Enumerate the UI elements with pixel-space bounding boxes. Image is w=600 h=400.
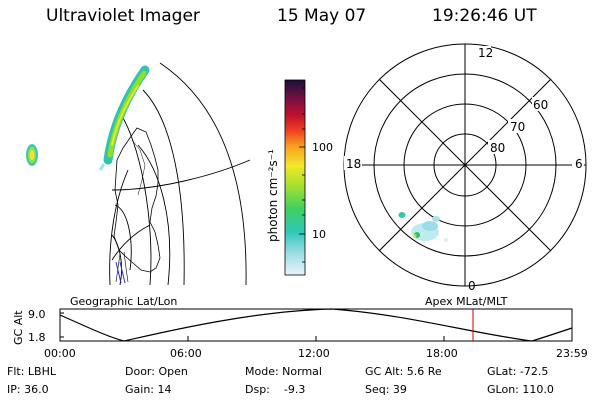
apex-label: Apex MLat/MLT bbox=[425, 295, 508, 308]
colorbar-ticks bbox=[299, 87, 305, 263]
date-label: 15 May 07 bbox=[277, 6, 367, 26]
altitude-plot bbox=[59, 308, 573, 342]
info-flt: Flt: LBHL bbox=[7, 365, 56, 378]
x-tick-1800: 18:00 bbox=[426, 347, 458, 360]
lat-label-70: 70 bbox=[510, 120, 525, 134]
info-dsp: Dsp: -9.3 bbox=[245, 383, 306, 396]
x-tick-0600: 06:00 bbox=[170, 347, 202, 360]
info-mode: Mode: Normal bbox=[245, 365, 322, 378]
altitude-y-tick-min: 1.8 bbox=[28, 331, 46, 344]
altitude-curve bbox=[59, 308, 573, 342]
info-glon: GLon: 110.0 bbox=[487, 383, 554, 396]
geographic-label: Geographic Lat/Lon bbox=[70, 295, 178, 308]
lat-label-80: 80 bbox=[490, 141, 505, 155]
info-door: Door: Open bbox=[125, 365, 188, 378]
x-tick-0000: 00:00 bbox=[44, 347, 76, 360]
x-tick-1200: 12:00 bbox=[298, 347, 330, 360]
colorbar-tick-10: 10 bbox=[312, 228, 326, 241]
x-tick-2359: 23:59 bbox=[556, 347, 588, 360]
lat-label-60: 60 bbox=[533, 98, 548, 112]
mlt-label-0: 0 bbox=[468, 279, 476, 293]
bright-spot bbox=[26, 144, 38, 166]
info-glat: GLat: -72.5 bbox=[487, 365, 549, 378]
info-ip: IP: 36.0 bbox=[7, 383, 49, 396]
colorbar-unit-label: photon cm⁻²s⁻¹ bbox=[266, 149, 280, 242]
time-label: 19:26:46 UT bbox=[432, 6, 537, 26]
auroral-emission-polar bbox=[398, 212, 448, 242]
mlt-label-12: 12 bbox=[478, 46, 493, 60]
colorbar bbox=[285, 80, 305, 275]
colorbar-tick-100: 100 bbox=[312, 141, 333, 154]
altitude-y-label: GC Alt bbox=[12, 310, 25, 345]
info-gc-alt: GC Alt: 5.6 Re bbox=[365, 365, 442, 378]
auroral-emission-geo bbox=[98, 65, 150, 171]
polar-plot bbox=[343, 43, 587, 287]
info-seq: Seq: 39 bbox=[365, 383, 407, 396]
mlt-label-6: 6 bbox=[575, 157, 583, 171]
mlt-label-18: 18 bbox=[346, 157, 361, 171]
instrument-title: Ultraviolet Imager bbox=[46, 6, 200, 26]
info-gain: Gain: 14 bbox=[125, 383, 172, 396]
altitude-y-tick-max: 9.0 bbox=[28, 308, 46, 321]
orbit-trace bbox=[115, 261, 126, 284]
